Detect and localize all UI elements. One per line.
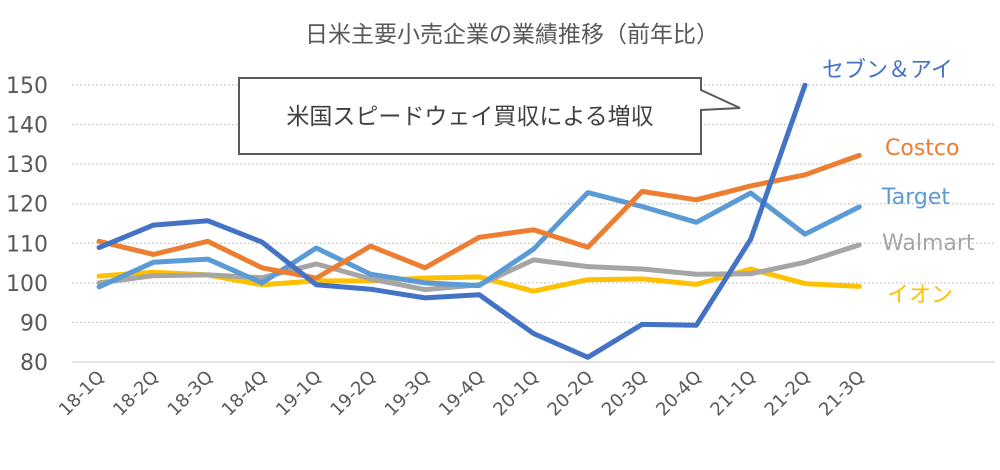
series-lines bbox=[96, 83, 862, 360]
series-line-0 bbox=[96, 83, 808, 360]
x-tick-label: 21-1Q bbox=[706, 367, 760, 421]
x-tick-label: 19-2Q bbox=[326, 367, 380, 421]
x-tick-label: 18-4Q bbox=[218, 367, 272, 421]
callout-text: 米国スピードウェイ買収による増収 bbox=[286, 104, 653, 130]
x-tick-label: 21-3Q bbox=[815, 367, 869, 421]
y-tick-label: 100 bbox=[6, 272, 48, 297]
legend: セブン＆アイ Costco Target Walmart イオン bbox=[822, 58, 975, 308]
x-tick-label: 19-3Q bbox=[381, 367, 435, 421]
x-tick-label: 20-4Q bbox=[652, 367, 706, 421]
x-tick-label: 18-1Q bbox=[55, 367, 109, 421]
y-tick-label: 140 bbox=[6, 114, 48, 139]
x-tick-label: 20-2Q bbox=[544, 367, 598, 421]
x-tick-label: 21-2Q bbox=[761, 367, 815, 421]
x-axis-ticks: 18-1Q 18-2Q 18-3Q 18-4Q 19-1Q 19-2Q 19-3Q 19-4Q… bbox=[55, 367, 869, 421]
legend-label-target: Target bbox=[881, 185, 950, 210]
x-tick-label: 20-1Q bbox=[489, 367, 543, 421]
x-tick-label: 19-1Q bbox=[272, 367, 326, 421]
y-tick-label: 90 bbox=[20, 311, 48, 336]
callout: 米国スピードウェイ買収による増収 bbox=[238, 77, 741, 155]
y-tick-label: 80 bbox=[20, 351, 48, 376]
y-tick-label: 120 bbox=[6, 193, 48, 218]
legend-label-costco: Costco bbox=[885, 136, 959, 161]
y-axis-ticks: 80 90 100 110 120 130 140 150 bbox=[6, 74, 48, 376]
x-tick-label: 20-3Q bbox=[598, 367, 652, 421]
legend-label-aeon: イオン bbox=[887, 283, 953, 308]
x-tick-label: 19-4Q bbox=[435, 367, 489, 421]
legend-label-walmart: Walmart bbox=[882, 231, 975, 256]
legend-label-seven-i: セブン＆アイ bbox=[822, 58, 953, 83]
y-tick-label: 130 bbox=[6, 153, 48, 178]
chart-title: 日米主要小売企業の業績推移（前年比） bbox=[305, 22, 719, 48]
y-tick-label: 150 bbox=[6, 74, 48, 99]
x-tick-label: 18-3Q bbox=[164, 367, 218, 421]
y-tick-label: 110 bbox=[6, 232, 48, 257]
x-tick-label: 18-2Q bbox=[109, 367, 163, 421]
callout-box bbox=[238, 77, 741, 155]
